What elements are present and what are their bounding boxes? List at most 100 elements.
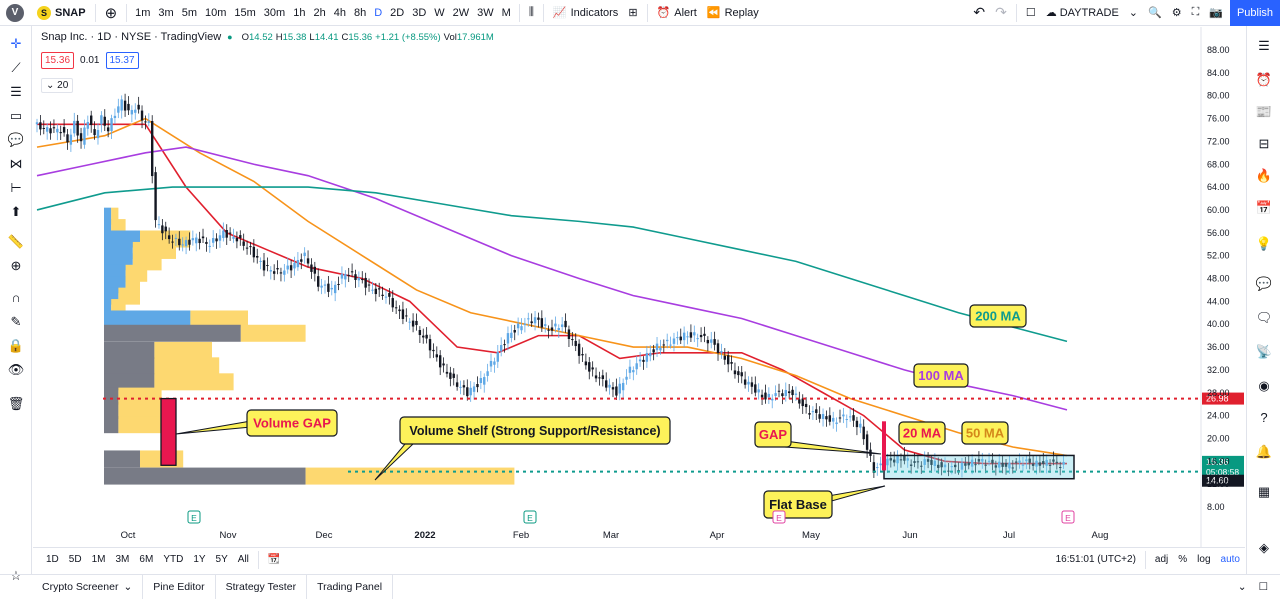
interval-W[interactable]: W xyxy=(434,6,445,19)
interval-M[interactable]: M xyxy=(501,6,511,19)
pattern-icon[interactable]: ⋈ xyxy=(9,156,23,171)
redo-icon[interactable]: ↷ xyxy=(995,4,1007,20)
data-window-icon[interactable]: ⊟ xyxy=(1258,136,1270,151)
messages-icon[interactable]: 🗨 xyxy=(1255,310,1273,325)
interval-1h[interactable]: 1h xyxy=(293,6,306,19)
clock-timezone[interactable]: 16:51:01 (UTC+2) xyxy=(1055,554,1136,565)
candle-body xyxy=(1052,459,1055,462)
interval-2h[interactable]: 2h xyxy=(313,6,326,19)
settings-gear-icon[interactable]: ⚙ xyxy=(1171,7,1182,19)
forecast-icon[interactable]: ⊢ xyxy=(10,180,22,195)
indicator-collapse[interactable]: ⌄ 20 xyxy=(41,78,74,93)
tab-trading-panel[interactable]: Trading Panel xyxy=(307,574,394,599)
search-icon[interactable]: 🔍 xyxy=(1148,7,1162,19)
range-3M[interactable]: 3M xyxy=(115,554,130,565)
eye-icon[interactable]: 👁 xyxy=(7,362,25,377)
tab-crypto-screener[interactable]: Crypto Screener ⌄ xyxy=(32,574,144,599)
candle-body xyxy=(923,459,926,465)
chart-area[interactable]: 26.98 15.36 05:08:58 14.60 Volume GAP Volume… xyxy=(33,27,1245,547)
interval-2W[interactable]: 2W xyxy=(452,6,470,19)
layout-square-icon[interactable]: ☐ xyxy=(1025,7,1036,19)
legend-title[interactable]: Snap Inc. · 1D · NYSE · TradingView xyxy=(41,31,222,43)
layout-name-button[interactable]: ☁ DAYTRADE xyxy=(1041,0,1124,26)
crosshair-icon[interactable]: ✛ xyxy=(10,36,22,51)
trend-line-icon[interactable]: ⟋ xyxy=(11,60,21,75)
low-price-label: 14.60 xyxy=(1206,476,1229,486)
range-All[interactable]: All xyxy=(237,554,249,565)
interval-10m[interactable]: 10m xyxy=(204,6,227,19)
candle-body xyxy=(222,230,225,238)
range-5D[interactable]: 5D xyxy=(68,554,82,565)
ask-price[interactable]: 15.37 xyxy=(105,52,139,69)
layout-dropdown-icon[interactable]: ⌄ xyxy=(1128,7,1139,19)
star-icon[interactable]: ☆ xyxy=(10,568,22,583)
collapse-panel-icon[interactable]: ⌄ xyxy=(1237,581,1247,593)
range-YTD[interactable]: YTD xyxy=(163,554,184,565)
alert-button[interactable]: ⏰ Alert xyxy=(652,0,702,26)
user-avatar[interactable]: V xyxy=(6,3,24,22)
indicators-button[interactable]: 📈 Indicators xyxy=(548,0,623,26)
notifications-icon[interactable]: 🔔 xyxy=(1255,444,1273,459)
templates-grid-icon[interactable]: ⊞ xyxy=(628,7,638,19)
interval-2D[interactable]: 2D xyxy=(390,6,405,19)
undo-icon[interactable]: ↶ xyxy=(973,4,986,20)
interval-3W[interactable]: 3W xyxy=(477,6,494,19)
dom-icon[interactable]: ▦ xyxy=(1257,484,1271,499)
tab-strategy-tester[interactable]: Strategy Tester xyxy=(216,574,308,599)
lock-icon[interactable]: 🔒 xyxy=(7,338,25,353)
alerts-clock-icon[interactable]: ⏰ xyxy=(1255,72,1273,87)
interval-3m[interactable]: 3m xyxy=(158,6,174,19)
help-icon[interactable]: ? xyxy=(1260,410,1268,425)
adj-toggle[interactable]: adj xyxy=(1154,554,1169,565)
candle-type-icon[interactable]: ⫼ xyxy=(528,6,534,18)
interval-1m[interactable]: 1m xyxy=(135,6,151,19)
ideas-bulb-icon[interactable]: 💡 xyxy=(1255,236,1273,251)
interval-3D[interactable]: 3D xyxy=(412,6,427,19)
fullscreen-icon[interactable]: ⛶ xyxy=(1191,6,1200,18)
callout-icon[interactable]: 💬 xyxy=(7,132,25,147)
hotlist-flame-icon[interactable]: 🔥 xyxy=(1255,168,1273,183)
range-1Y[interactable]: 1Y xyxy=(193,554,206,565)
range-6M[interactable]: 6M xyxy=(139,554,154,565)
ruler-icon[interactable]: 📏 xyxy=(7,234,25,249)
watchlist-icon[interactable]: ☰ xyxy=(1258,38,1270,53)
symbol-search[interactable]: S SNAP xyxy=(32,0,91,26)
volume-value: Vol17.961M xyxy=(443,31,494,43)
rectangle-icon[interactable]: ▭ xyxy=(9,108,23,123)
camera-icon[interactable]: 📷 xyxy=(1209,7,1223,19)
interval-8h[interactable]: 8h xyxy=(353,6,367,19)
x-tick-label: Nov xyxy=(220,530,237,541)
range-5Y[interactable]: 5Y xyxy=(215,554,228,565)
percent-toggle[interactable]: % xyxy=(1178,554,1188,565)
range-1M[interactable]: 1M xyxy=(91,554,106,565)
trash-icon[interactable]: 🗑 xyxy=(7,396,25,411)
calendar-icon[interactable]: 📅 xyxy=(1255,200,1273,215)
layers-icon[interactable]: ◈ xyxy=(1259,540,1269,555)
fib-lines-icon[interactable]: ☰ xyxy=(10,84,22,99)
log-toggle[interactable]: log xyxy=(1197,554,1211,565)
interval-D[interactable]: D xyxy=(374,6,383,19)
broadcast-icon[interactable]: ◉ xyxy=(1258,378,1270,393)
tab-pine-editor[interactable]: Pine Editor xyxy=(143,574,216,599)
arrow-up-icon[interactable]: ⬆ xyxy=(10,204,22,219)
range-1D[interactable]: 1D xyxy=(46,554,59,565)
compare-plus-icon[interactable]: ⊕ xyxy=(104,4,118,22)
magnet-icon[interactable]: ∩ xyxy=(11,290,21,305)
auto-toggle[interactable]: auto xyxy=(1220,554,1240,565)
interval-30m[interactable]: 30m xyxy=(263,6,286,19)
maximize-panel-icon[interactable]: ☐ xyxy=(1258,581,1268,593)
streams-icon[interactable]: 📡 xyxy=(1255,344,1273,359)
bid-price[interactable]: 15.36 xyxy=(41,52,75,69)
interval-4h[interactable]: 4h xyxy=(333,6,346,19)
date-range-calendar-icon[interactable]: 📆 xyxy=(267,554,281,565)
publish-button[interactable]: Publish xyxy=(1230,0,1280,26)
interval-5m[interactable]: 5m xyxy=(181,6,197,19)
chat-icon[interactable]: 💬 xyxy=(1255,276,1273,291)
drawing-lock-icon[interactable]: ✎ xyxy=(10,314,22,329)
interval-15m[interactable]: 15m xyxy=(234,6,256,19)
news-icon[interactable]: 📰 xyxy=(1255,104,1273,119)
candle-body xyxy=(591,367,594,370)
zoom-in-icon[interactable]: ⊕ xyxy=(10,258,22,273)
replay-button[interactable]: ⏪ Replay xyxy=(702,0,764,26)
